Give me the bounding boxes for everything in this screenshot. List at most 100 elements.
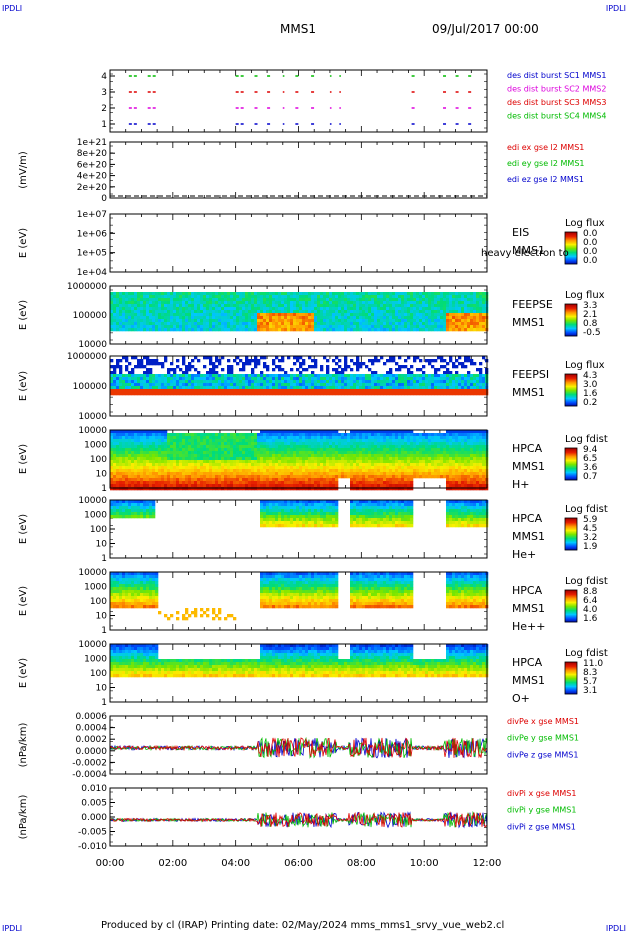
heat-cell [410,383,414,387]
heat-cell [233,481,237,485]
heat-cell [158,362,162,366]
heat-cell [452,307,456,311]
heat-cell [221,368,225,372]
heat-cell [173,316,177,320]
heat-cell [137,383,141,387]
heat-cell [182,298,186,302]
heat-cell [278,304,282,308]
heat-cell [248,454,252,458]
heat-cell [281,304,285,308]
heat-cell [443,386,447,390]
heat-cell [374,377,378,381]
heat-cell [392,374,396,378]
heat-cell [257,386,261,390]
heat-cell [194,392,198,396]
heat-cell [167,310,171,314]
heat-cell [368,368,372,372]
heat-cell [209,380,213,384]
ytick-label-hpca_he: 100 [90,525,107,535]
heat-cell [185,298,189,302]
heat-cell [323,313,327,317]
heat-cell [437,325,441,329]
heat-cell [440,298,444,302]
heat-cell [182,392,186,396]
heat-cell [464,380,468,384]
heat-cell [362,380,366,384]
heat-cell [320,292,324,296]
heat-cell [398,377,402,381]
heat-cell [353,322,357,326]
heat-cell [215,472,219,476]
heat-cell [317,325,321,329]
heat-cell [278,451,282,455]
heat-cell [440,316,444,320]
heat-cell [113,448,117,452]
heat-cell [455,307,459,311]
heat-cell [209,433,213,437]
heat-cell [473,313,477,317]
heat-cell [161,319,165,323]
heat-cell [155,436,159,440]
heat-cell [434,310,438,314]
heat-cell [161,295,165,299]
heat-cell [248,304,252,308]
heat-cell [212,389,216,393]
heat-cell [266,392,270,396]
heat-cell [116,322,120,326]
corner-mark-top-left: IPDLI [2,4,23,13]
heat-cell [263,445,267,449]
heat-cell [167,478,171,482]
heat-cell [182,377,186,381]
heat-cell [191,325,195,329]
heat-cell [380,301,384,305]
heat-cell [428,392,432,396]
heat-cell [284,292,288,296]
heat-cell [185,377,189,381]
heat-cell [440,365,444,369]
heat-cell [266,442,270,446]
heat-cell [407,389,411,393]
heat-cell [125,319,129,323]
heat-cell [152,374,156,378]
heat-cell [134,307,138,311]
heat-cell [194,325,198,329]
heat-cell [191,313,195,317]
heat-cell [338,295,342,299]
heat-cell [341,325,345,329]
heat-cell [401,301,405,305]
heat-cell [383,328,387,332]
heat-cell [350,392,354,396]
heat-cell [305,298,309,302]
heat-cell [272,442,276,446]
heat-cell [371,310,375,314]
heat-cell [113,310,117,314]
heat-cell [158,439,162,443]
heat-cell [425,319,429,323]
heat-cell [260,304,264,308]
heat-cell [224,433,228,437]
heat-cell [170,386,174,390]
heat-cell [302,460,306,464]
heat-cell [284,371,288,375]
heat-cell [443,310,447,314]
heat-cell [299,445,303,449]
heat-cell [452,322,456,326]
heat-cell [245,295,249,299]
heat-cell [347,316,351,320]
heat-cell [314,430,318,434]
heat-cell [125,454,129,458]
heat-cell [119,457,123,461]
heat-cell [197,313,201,317]
heat-cell [410,316,414,320]
heat-cell [452,316,456,320]
heat-cell [209,457,213,461]
heat-cell [452,295,456,299]
heat-cell [461,316,465,320]
heat-cell [377,295,381,299]
heat-cell [254,463,258,467]
heat-cell [290,295,294,299]
heat-cell [221,457,225,461]
heat-cell [122,481,126,485]
heat-cell [350,304,354,308]
ytick-label-hpca_h: 10 [96,470,108,480]
